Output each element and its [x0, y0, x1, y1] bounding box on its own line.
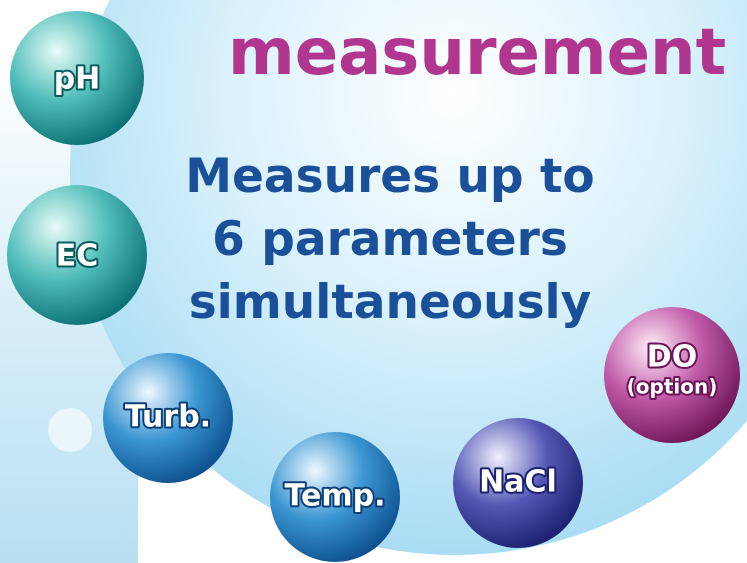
- bubble-label: Turb.: [125, 400, 211, 435]
- poster: measurement Measures up to 6 parameters …: [0, 0, 747, 563]
- bubble-label: DO: [647, 340, 697, 375]
- bubble-label: NaCl: [479, 465, 557, 500]
- bubble-label: Temp.: [285, 479, 386, 514]
- headline-line: simultaneously: [189, 275, 592, 330]
- headline-line: Measures up to: [185, 149, 594, 204]
- bubble-sublabel: (option): [627, 375, 718, 399]
- bubble-label: pH: [54, 62, 101, 97]
- bubble-label: EC: [56, 239, 99, 274]
- headline-line: 6 parameters: [212, 212, 568, 267]
- title: measurement: [228, 16, 726, 90]
- decor-dot: [48, 408, 92, 452]
